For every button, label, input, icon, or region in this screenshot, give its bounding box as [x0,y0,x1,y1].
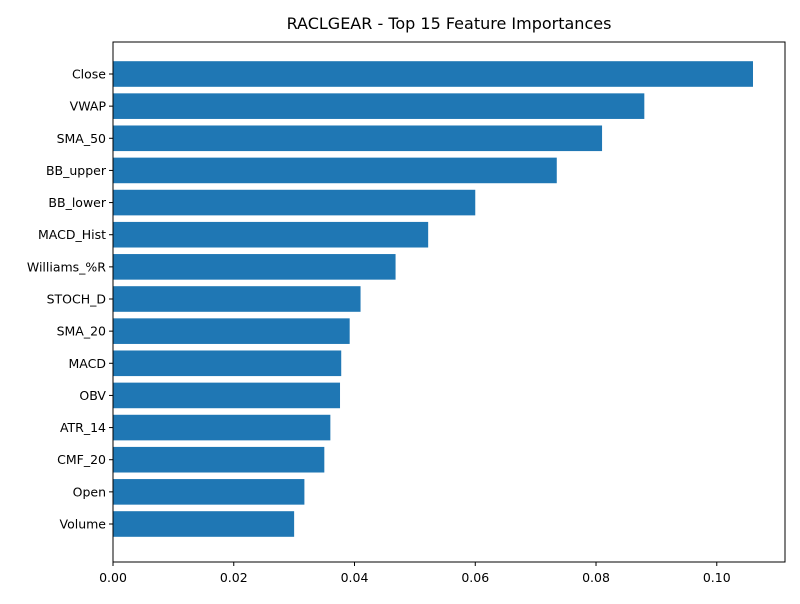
y-tick-label: Williams_%R [27,259,106,274]
y-tick-label: BB_lower [48,195,106,210]
bar-sma-20 [113,318,350,344]
y-tick-label: VWAP [70,99,107,114]
x-tick-label: 0.08 [582,570,610,585]
bar-vwap [113,93,645,119]
y-tick-label: BB_upper [46,163,107,178]
bar-stoch-d [113,286,361,312]
bar-obv [113,382,341,409]
y-tick-label: CMF_20 [57,452,106,467]
bar-volume [113,511,295,537]
chart-title: RACLGEAR - Top 15 Feature Importances [287,14,612,33]
y-axis-ticks: Close VWAP SMA_50 BB_upper BB_lower MACD_Hist… [27,67,113,532]
x-tick-label: 0.10 [703,570,731,585]
bar-atr-14 [113,414,331,441]
y-tick-label: ATR_14 [60,420,106,435]
bar-sma-50 [113,125,603,152]
plot-frame [112,41,786,563]
x-tick-label: 0.02 [220,570,248,585]
x-tick-label: 0.04 [341,570,369,585]
bars-group [113,61,753,537]
y-tick-label: MACD_Hist [38,227,106,242]
y-tick-label: SMA_50 [57,131,106,146]
y-tick-label: OBV [79,388,106,403]
bar-macd [113,350,342,377]
x-axis-ticks: 0.00 0.02 0.04 0.06 0.08 0.10 [99,562,731,585]
bar-bb-lower [113,189,476,216]
bar-macd-hist [113,221,429,248]
y-tick-label: STOCH_D [47,292,106,307]
bar-bb-upper [113,157,557,184]
y-tick-label: MACD [69,356,106,371]
y-tick-label: Open [73,484,106,499]
y-tick-label: Close [72,67,106,82]
y-tick-label: Volume [60,517,107,532]
bar-cmf-20 [113,446,325,473]
bar-close [113,61,753,87]
bar-open [113,479,305,505]
bar-williams-r [113,254,396,280]
y-tick-label: SMA_20 [57,324,106,339]
x-tick-label: 0.00 [99,570,127,585]
x-tick-label: 0.06 [461,570,489,585]
